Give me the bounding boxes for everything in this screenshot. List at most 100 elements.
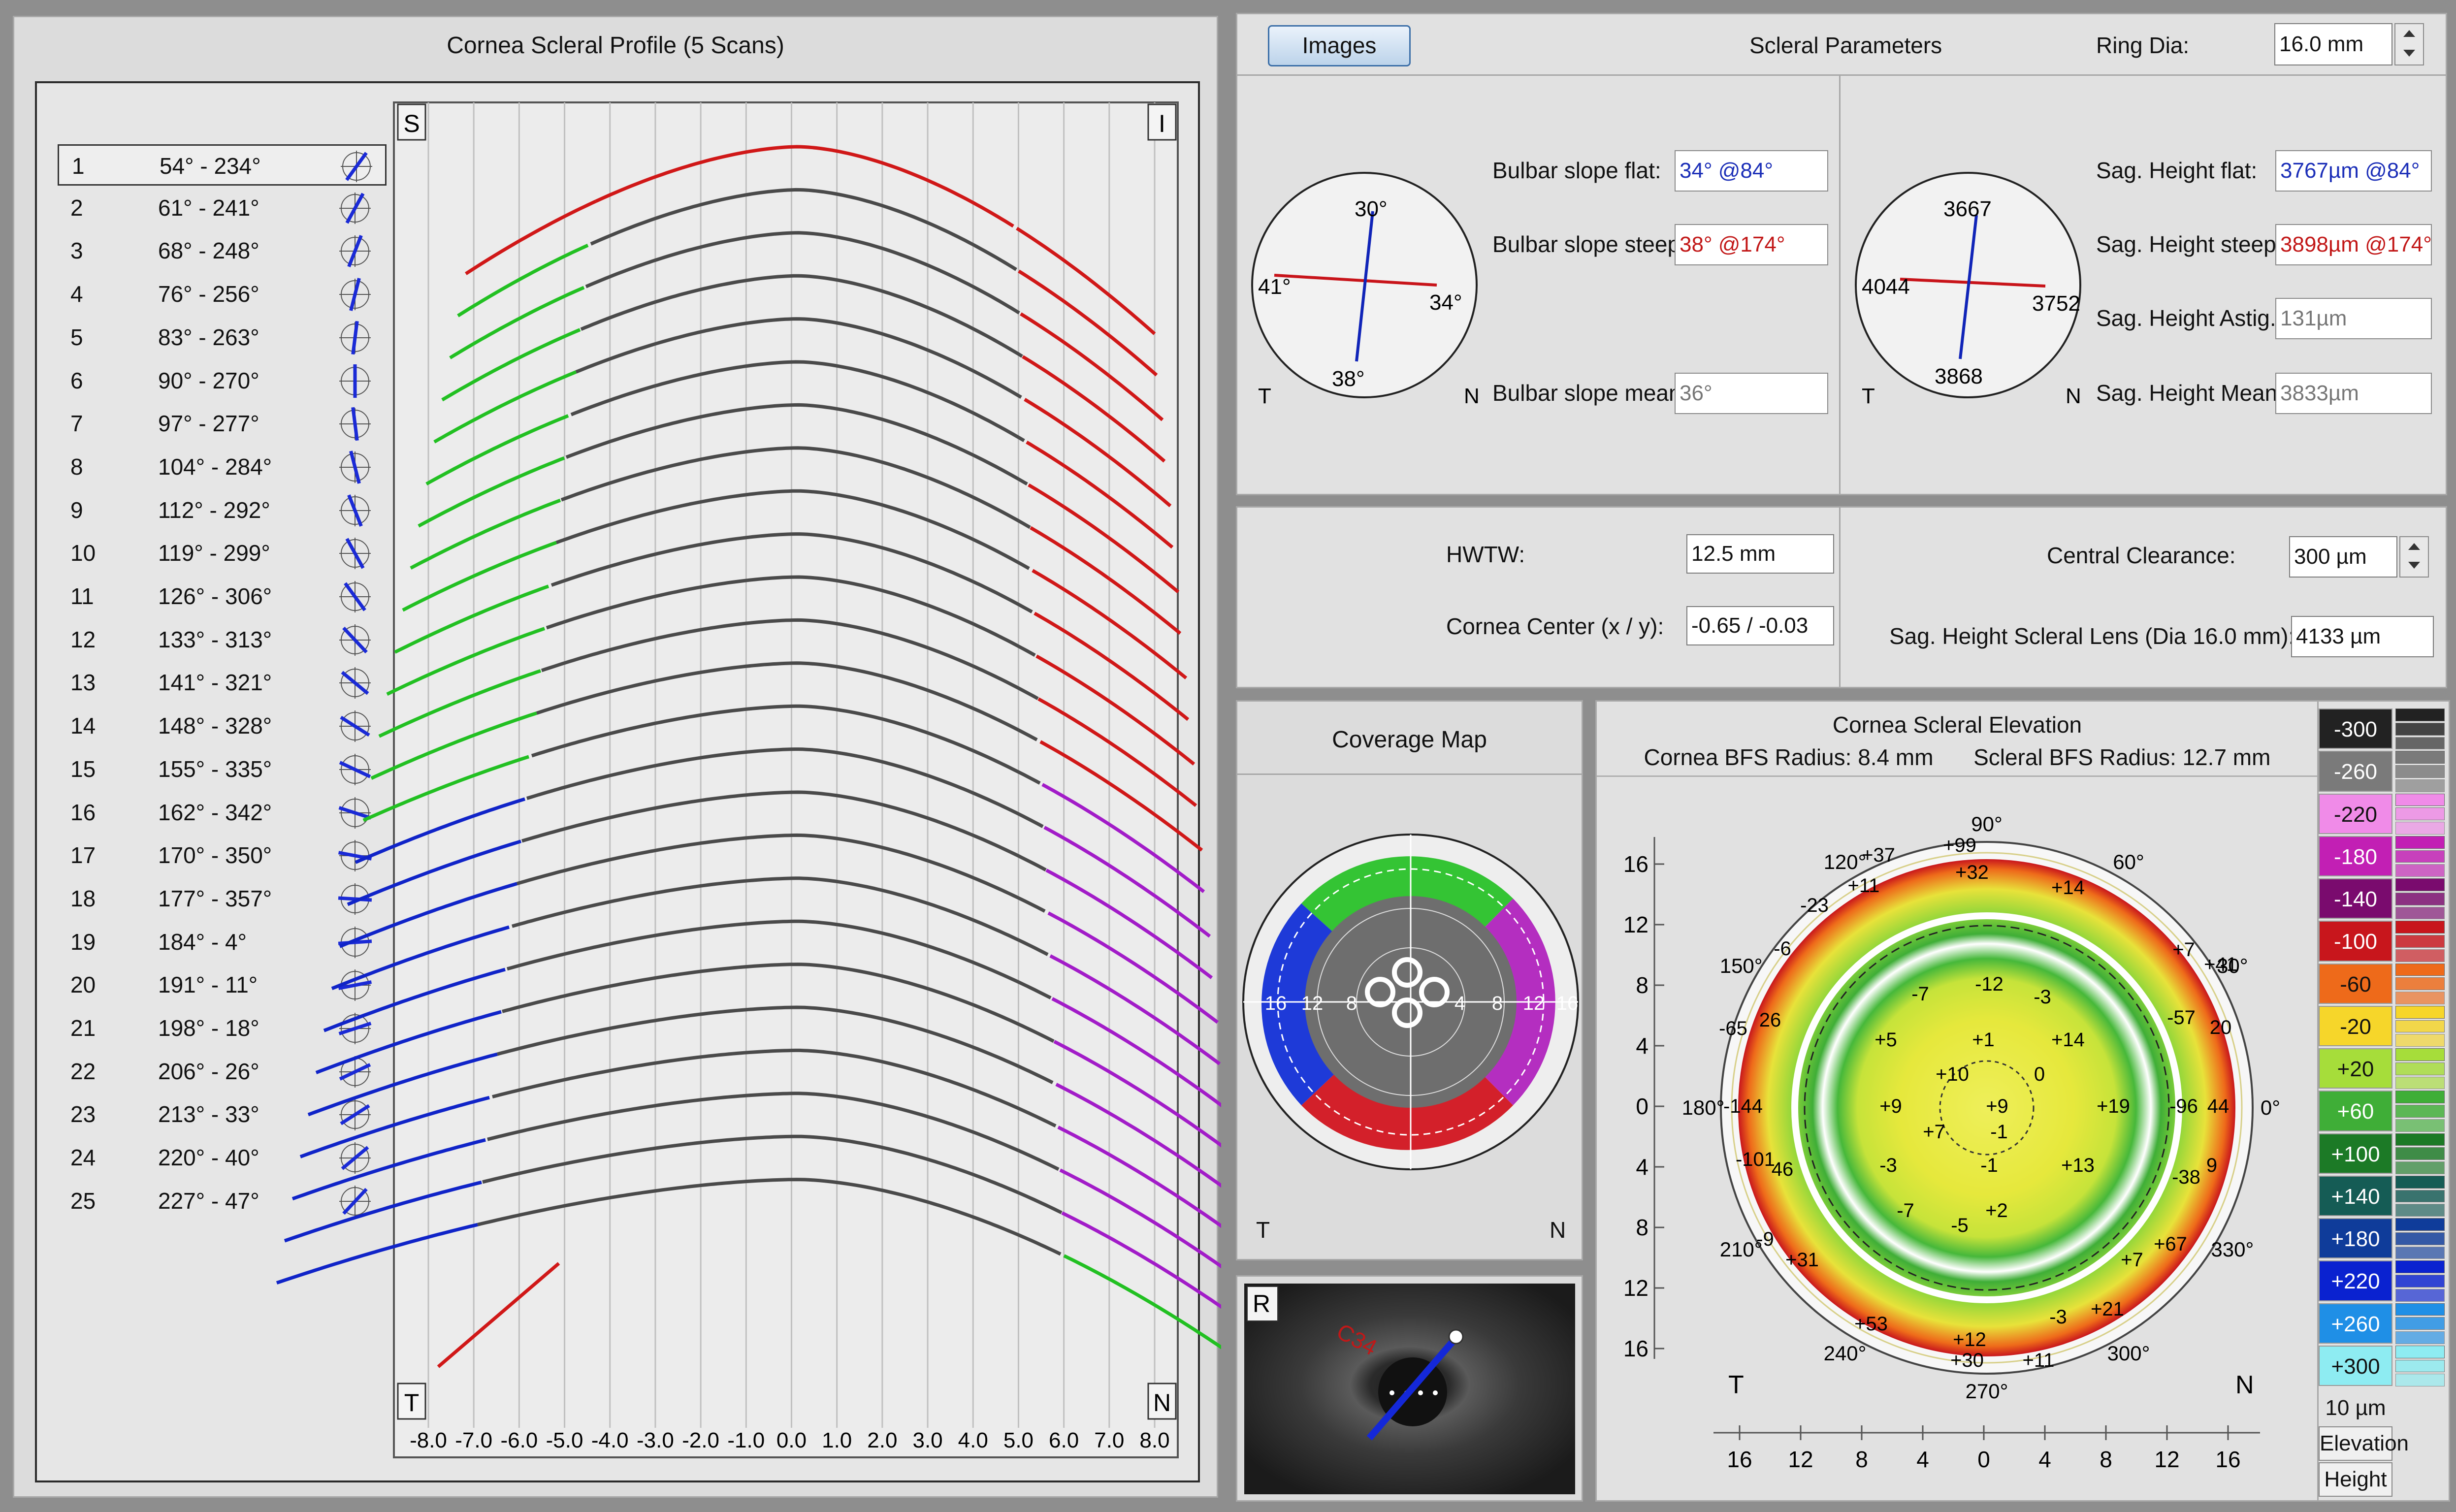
scan-row[interactable]: 1 54° - 234° [58,144,387,186]
eye-label-box [1247,1286,1278,1321]
angle-label: 0° [2261,1096,2280,1119]
sag-right: 3752 [2032,291,2080,316]
spin-up-icon[interactable] [2408,543,2420,550]
elevation-value: -101 [1736,1149,1775,1170]
scan-row[interactable]: 3 68° - 248° [58,230,387,272]
bulbar-slope-diagram: 30° 41° 34° 38° T N [1251,172,1480,408]
x-tick-label: 8 [1855,1447,1868,1472]
scan-row[interactable]: 15 155° - 335° [58,749,387,790]
measure-mid-divider [1839,508,1841,687]
angle-label: 120° [1824,850,1867,873]
elevation-value: 0 [2034,1063,2045,1085]
elevation-ring [1731,852,2243,1364]
ring-dia-input[interactable]: 16.0 mm [2274,23,2392,65]
x-tick-label: 6.0 [1049,1428,1079,1452]
elevation-value: +37 [1862,844,1895,866]
scan-number: 25 [70,1188,96,1214]
scan-number: 20 [70,972,96,998]
elevation-mode-button[interactable]: Elevation [2319,1426,2409,1461]
scan-row[interactable]: 4 76° - 256° [58,274,387,315]
legend-step: +140 [2319,1175,2392,1216]
elevation-value: +9 [1879,1095,1902,1117]
elevation-value: +21 [2091,1298,2124,1320]
corner-box-tl [397,103,426,141]
meridian-icon [339,278,371,311]
scan-row[interactable]: 8 104° - 284° [58,447,387,488]
spin-up-icon[interactable] [2403,30,2415,37]
profile-curve-center [546,575,1036,657]
scan-row[interactable]: 18 177° - 357° [58,878,387,920]
x-tick-label: 0 [1977,1447,1990,1472]
legend-gradient-bar [2395,1275,2445,1287]
legend-step: +20 [2319,1048,2392,1089]
bulbar-right: 34° [1429,290,1462,315]
x-tick-label: 4 [2038,1447,2051,1472]
scan-row[interactable]: 5 83° - 263° [58,317,387,358]
angle-label: 240° [1824,1342,1867,1365]
meridian-icon [339,1142,371,1174]
clearance-input[interactable]: 300 µm [2289,536,2397,578]
coverage-panel: Coverage Map T N 16 12 8 4 8 12 16 [1236,700,1583,1260]
scan-number: 18 [70,885,96,911]
spin-down-icon[interactable] [2408,562,2420,569]
elevation-value: -96 [2169,1095,2198,1117]
scan-row[interactable]: 13 141° - 321° [58,662,387,704]
legend-gradient-bar [2395,708,2445,721]
scan-row[interactable]: 2 61° - 241° [58,188,387,229]
legend-gradient-bar [2395,822,2445,835]
cornea-center-field: -0.65 / -0.03 [1686,606,1834,645]
scan-row[interactable]: 22 206° - 26° [58,1051,387,1093]
scan-row[interactable]: 21 198° - 18° [58,1008,387,1049]
clearance-spinner[interactable] [2399,536,2429,578]
coverage-center-purple-dot [1419,977,1450,1007]
legend-gradient-bar [2395,1246,2445,1259]
height-mode-button[interactable]: Height [2319,1462,2392,1497]
coverage-ring-label: 12 [1301,993,1324,1014]
scan-row[interactable]: 23 213° - 33° [58,1094,387,1135]
spin-down-icon[interactable] [2403,50,2415,57]
scan-number: 9 [70,497,83,523]
profile-curve-right [1043,826,1211,938]
scan-row[interactable]: 25 227° - 47° [58,1181,387,1222]
scan-row[interactable]: 10 119° - 299° [58,533,387,574]
scleral-divider [1237,74,2446,76]
scan-row[interactable]: 11 126° - 306° [58,576,387,617]
profile-curve-left [323,967,506,1032]
sag-bottom: 3868 [1935,364,1983,388]
elevation-divider [1597,775,2318,777]
elevation-value: +53 [1854,1313,1888,1335]
profile-curve-left [386,627,546,696]
scan-row[interactable]: 24 220° - 40° [58,1137,387,1179]
angle-label: 60° [2113,850,2144,873]
scan-row[interactable]: 20 191° - 11° [58,965,387,1006]
images-button[interactable]: Images [1268,25,1411,66]
scan-row[interactable]: 14 148° - 328° [58,706,387,747]
coverage-ring-label: 8 [1492,993,1503,1014]
profile-curve-extra [437,1262,560,1368]
scan-line [1366,1335,1459,1441]
scan-row[interactable]: 9 112° - 292° [58,490,387,531]
x-tick-label: 1.0 [822,1428,852,1452]
elevation-value: -65 [1719,1018,1747,1039]
meridian-icon [339,1099,371,1131]
scan-row[interactable]: 6 90° - 270° [58,360,387,402]
profile-curve-center [477,1178,1062,1256]
cornea-dashed-ring [1804,925,2170,1291]
scan-row[interactable]: 19 184° - 4° [58,922,387,963]
scan-row[interactable]: 7 97° - 277° [58,403,387,445]
scan-number: 5 [70,324,83,350]
scan-handle[interactable] [1448,1329,1464,1345]
scan-angles: 227° - 47° [158,1188,259,1214]
legend-step: +260 [2319,1303,2392,1344]
profile-curve-center [575,317,1022,399]
profile-curve-right [1059,1168,1221,1269]
ring-dia-spinner[interactable] [2394,23,2424,65]
scan-row[interactable]: 16 162° - 342° [58,792,387,834]
profile-curve-right [1057,1126,1221,1228]
legend-gradient-bar [2395,1105,2445,1118]
legend-step: +220 [2319,1260,2392,1301]
x-tick-label: -7.0 [455,1428,492,1452]
profile-curve-left [331,925,510,991]
scan-row[interactable]: 12 133° - 313° [58,619,387,661]
scleral-mid-divider [1839,76,1841,495]
